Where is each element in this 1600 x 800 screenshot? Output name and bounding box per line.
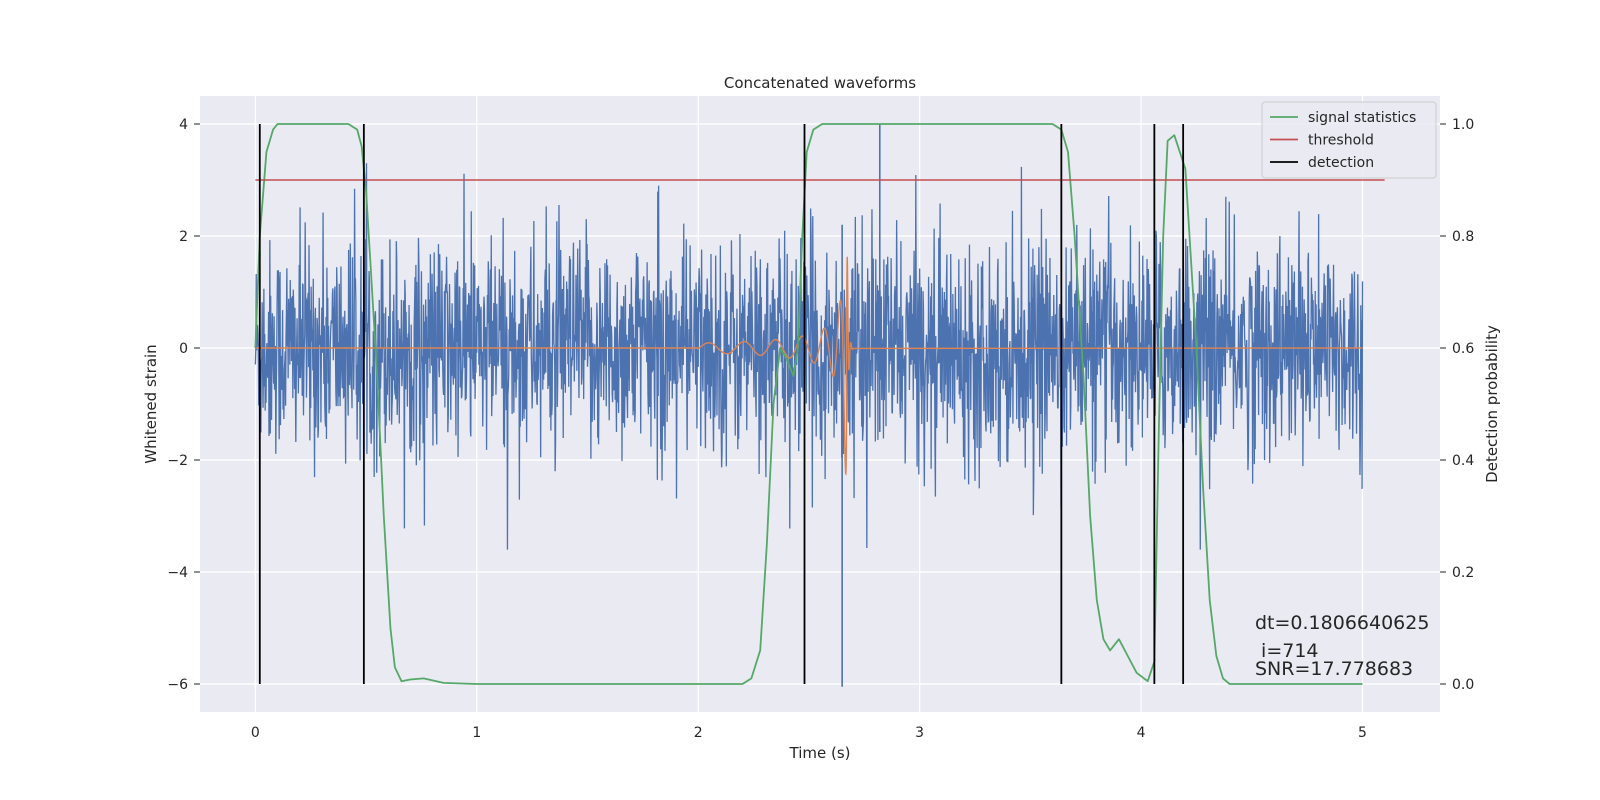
y2-tick-label: 0.0 xyxy=(1452,677,1474,693)
x-tick-label: 5 xyxy=(1358,725,1367,741)
legend-box xyxy=(1261,101,1437,179)
annotation-text: dt=0.1806640625 xyxy=(1255,612,1429,634)
signal-statistics-line xyxy=(254,123,1363,685)
y-tick-label: 4 xyxy=(179,117,188,133)
x-axis-label: Time (s) xyxy=(789,744,851,762)
chart-title: Concatenated waveforms xyxy=(724,74,916,92)
plot-area xyxy=(254,123,1385,687)
axes: 0 1 2 3 4 5 −6 −4 −2 0 2 4 0.0 0.2 0.4 0.6 0.8 1.0 xyxy=(167,117,1474,741)
legend-label: threshold xyxy=(1308,133,1374,149)
y-tick-label: −6 xyxy=(167,677,188,693)
x-tick-label: 0 xyxy=(251,725,260,741)
x-tick-label: 1 xyxy=(472,725,481,741)
strain-noise-line xyxy=(254,163,1364,550)
y-tick-label: −4 xyxy=(167,565,188,581)
y-tick-label: 2 xyxy=(179,229,188,245)
legend-label: signal statistics xyxy=(1308,110,1416,126)
x-tick-label: 3 xyxy=(915,725,924,741)
y-tick-label: −2 xyxy=(167,453,188,469)
injected-waveform-line xyxy=(255,256,1363,476)
annotation-text: SNR=17.778683 xyxy=(1255,658,1413,680)
x-tick-label: 4 xyxy=(1137,725,1146,741)
annotation-text: i=714 xyxy=(1255,640,1319,662)
legend-label: detection xyxy=(1308,155,1374,171)
y2-axis-label: Detection probability xyxy=(1483,325,1501,483)
y-tick-label: 0 xyxy=(179,341,188,357)
y2-tick-label: 0.8 xyxy=(1452,229,1474,245)
y2-tick-label: 0.6 xyxy=(1452,341,1474,357)
y-axis-label: Whitened strain xyxy=(142,344,160,463)
y2-tick-label: 0.4 xyxy=(1452,453,1474,469)
legend: signal statistics threshold detection xyxy=(1261,101,1437,179)
y2-tick-label: 1.0 xyxy=(1452,117,1474,133)
x-tick-label: 2 xyxy=(694,725,703,741)
y2-tick-label: 0.2 xyxy=(1452,565,1474,581)
